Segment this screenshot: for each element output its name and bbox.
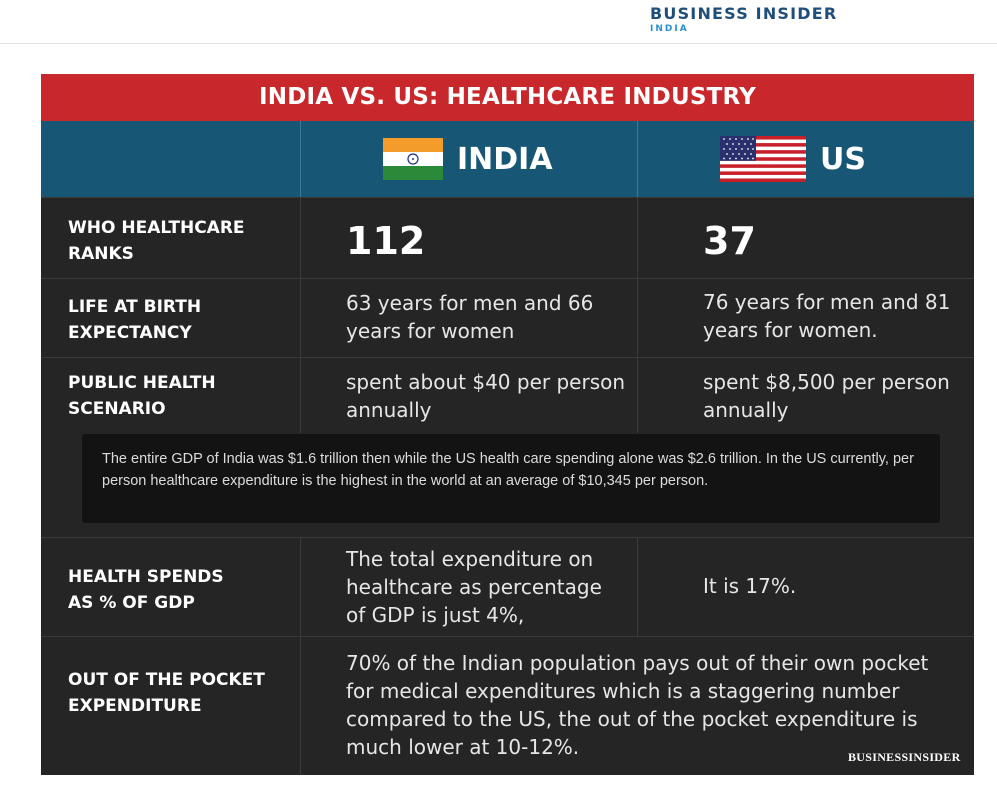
row-label-line: OUT OF THE POCKET <box>68 670 265 690</box>
column-divider <box>300 538 301 636</box>
india-column-header: INDIA <box>301 121 637 197</box>
india-who-rank: 112 <box>346 219 426 263</box>
india-header-label: INDIA <box>457 141 553 177</box>
row-label: OUT OF THE POCKET EXPENDITURE <box>68 667 265 719</box>
row-label-line: LIFE AT BIRTH <box>68 297 202 317</box>
top-bar: BUSINESS INSIDER INDIA <box>0 0 997 44</box>
healthcare-infographic: INDIA VS. US: HEALTHCARE INDUSTRY INDIA <box>41 74 974 775</box>
row-label-line: EXPENDITURE <box>68 696 202 716</box>
us-column-header: US <box>638 121 974 197</box>
logo-main-text: BUSINESS INSIDER <box>650 4 838 23</box>
table-row: LIFE AT BIRTH EXPECTANCY 63 years for me… <box>41 278 974 357</box>
table-row: HEALTH SPENDS AS % OF GDP The total expe… <box>41 537 974 636</box>
table-row: PUBLIC HEALTH SCENARIO spent about $40 p… <box>41 357 974 433</box>
row-label: PUBLIC HEALTH SCENARIO <box>68 370 216 422</box>
column-divider <box>637 358 638 433</box>
row-label-line: AS % OF GDP <box>68 593 195 613</box>
us-flag-icon <box>720 136 806 182</box>
column-header-row: INDIA <box>41 121 974 197</box>
header-divider <box>300 121 301 197</box>
row-label: HEALTH SPENDS AS % OF GDP <box>68 564 224 616</box>
logo-sub-text: INDIA <box>650 24 689 34</box>
row-label-line: PUBLIC HEALTH <box>68 373 216 393</box>
row-label: LIFE AT BIRTH EXPECTANCY <box>68 294 201 346</box>
us-public-health: spent $8,500 per person annually <box>703 370 950 422</box>
column-divider <box>637 198 638 278</box>
column-divider <box>300 198 301 278</box>
table-row: WHO HEALTHCARE RANKS 112 37 <box>41 197 974 278</box>
gdp-note: The entire GDP of India was $1.6 trillio… <box>82 434 940 523</box>
column-divider <box>637 538 638 636</box>
column-divider <box>637 279 638 357</box>
business-insider-logo[interactable]: BUSINESS INSIDER INDIA <box>650 4 837 34</box>
column-divider <box>300 358 301 433</box>
row-label-line: SCENARIO <box>68 399 166 419</box>
india-life-expectancy: 63 years for men and 66 years for women <box>346 291 594 343</box>
row-label: WHO HEALTHCARE RANKS <box>68 215 245 267</box>
us-health-spend: It is 17%. <box>703 574 797 598</box>
us-who-rank: 37 <box>703 219 756 263</box>
infographic-title: INDIA VS. US: HEALTHCARE INDUSTRY <box>41 74 974 121</box>
row-label-line: HEALTH SPENDS <box>68 567 224 587</box>
table-row: OUT OF THE POCKET EXPENDITURE 70% of the… <box>41 636 974 775</box>
india-health-spend: The total expenditure on healthcare as p… <box>346 547 602 627</box>
business-insider-stamp: BUSINESSINSIDER <box>848 750 961 764</box>
row-label-line: WHO HEALTHCARE <box>68 218 245 238</box>
header-divider <box>637 121 638 197</box>
us-life-expectancy: 76 years for men and 81 years for women. <box>703 290 951 342</box>
us-header-label: US <box>820 141 866 177</box>
india-public-health: spent about $40 per person annually <box>346 370 626 422</box>
row-label-line: EXPECTANCY <box>68 323 192 343</box>
india-flag-icon <box>383 138 443 180</box>
column-divider <box>300 279 301 357</box>
column-divider <box>300 637 301 775</box>
out-of-pocket-text: 70% of the Indian population pays out of… <box>346 651 929 759</box>
row-label-line: RANKS <box>68 244 134 264</box>
